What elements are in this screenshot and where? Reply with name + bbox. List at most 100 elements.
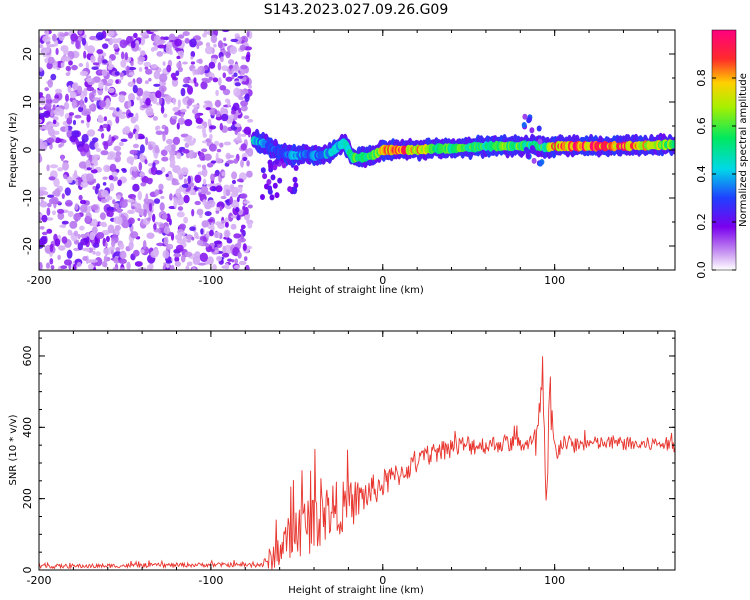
noise-speckle bbox=[112, 176, 119, 182]
noise-speckle bbox=[231, 171, 238, 180]
noise-speckle bbox=[137, 190, 142, 201]
noise-speckle bbox=[143, 91, 151, 96]
noise-speckle bbox=[215, 89, 219, 97]
noise-speckle bbox=[222, 245, 226, 254]
noise-speckle bbox=[221, 171, 226, 177]
noise-speckle bbox=[139, 153, 145, 162]
snr-x-axis-label: Height of straight line (km) bbox=[288, 585, 424, 596]
noise-speckle bbox=[99, 222, 103, 226]
noise-speckle bbox=[215, 157, 223, 164]
noise-speckle bbox=[171, 78, 179, 87]
noise-speckle bbox=[111, 240, 116, 248]
noise-speckle bbox=[96, 49, 104, 55]
noise-speckle bbox=[236, 178, 244, 183]
noise-speckle bbox=[122, 111, 126, 115]
noise-speckle bbox=[201, 148, 208, 153]
noise-speckle bbox=[184, 37, 190, 44]
noise-speckle bbox=[76, 262, 82, 267]
noise-speckle bbox=[145, 68, 153, 75]
noise-speckle bbox=[58, 245, 66, 251]
signal-tail bbox=[268, 163, 274, 170]
noise-speckle bbox=[154, 144, 159, 154]
noise-speckle bbox=[186, 105, 190, 109]
noise-speckle bbox=[219, 142, 224, 148]
signal-tail bbox=[531, 147, 537, 154]
noise-speckle bbox=[60, 154, 64, 162]
noise-speckle bbox=[102, 176, 108, 180]
noise-speckle bbox=[235, 206, 240, 213]
noise-speckle bbox=[64, 31, 69, 37]
noise-speckle bbox=[205, 46, 214, 55]
noise-speckle bbox=[196, 125, 204, 129]
signal-tail bbox=[260, 167, 266, 174]
noise-speckle bbox=[210, 173, 215, 182]
noise-speckle bbox=[81, 133, 89, 143]
noise-speckle bbox=[230, 215, 238, 219]
noise-speckle bbox=[130, 40, 136, 49]
noise-speckle bbox=[123, 199, 128, 203]
noise-speckle bbox=[221, 65, 229, 71]
noise-speckle bbox=[84, 96, 88, 103]
noise-speckle bbox=[129, 72, 135, 76]
noise-speckle bbox=[169, 193, 173, 201]
noise-speckle bbox=[162, 213, 168, 220]
noise-speckle bbox=[189, 226, 196, 231]
noise-speckle bbox=[220, 195, 227, 200]
noise-speckle bbox=[240, 89, 249, 95]
noise-speckle bbox=[219, 122, 223, 131]
noise-speckle bbox=[45, 93, 51, 101]
noise-speckle bbox=[39, 44, 44, 49]
signal-tail bbox=[521, 122, 527, 128]
noise-speckle bbox=[194, 231, 199, 239]
noise-speckle bbox=[224, 221, 229, 228]
signal-tail bbox=[281, 162, 287, 169]
noise-speckle bbox=[122, 168, 127, 173]
noise-speckle bbox=[192, 267, 196, 270]
noise-speckle bbox=[69, 91, 77, 99]
noise-speckle bbox=[164, 95, 172, 102]
noise-speckle bbox=[113, 202, 120, 209]
noise-speckle bbox=[198, 188, 202, 193]
noise-speckle bbox=[216, 148, 222, 153]
noise-speckle bbox=[75, 40, 80, 49]
x-tick-label: 100 bbox=[544, 274, 565, 287]
noise-speckle bbox=[46, 228, 53, 234]
noise-speckle bbox=[234, 123, 242, 128]
noise-speckle bbox=[157, 39, 166, 44]
noise-speckle bbox=[80, 238, 89, 246]
noise-speckle bbox=[107, 78, 114, 84]
noise-speckle bbox=[232, 102, 240, 111]
noise-speckle bbox=[233, 265, 241, 269]
noise-speckle bbox=[71, 83, 77, 90]
noise-speckle bbox=[107, 87, 115, 94]
colorbar-tick-label: 0.6 bbox=[695, 117, 708, 135]
noise-speckle bbox=[173, 253, 182, 258]
noise-speckle bbox=[204, 64, 209, 71]
noise-speckle bbox=[241, 80, 250, 85]
noise-speckle bbox=[243, 200, 251, 205]
noise-speckle bbox=[170, 264, 175, 270]
noise-speckle bbox=[159, 73, 168, 83]
signal-tail bbox=[531, 157, 537, 164]
noise-speckle bbox=[78, 63, 84, 67]
noise-speckle bbox=[238, 260, 247, 266]
signal-tail bbox=[537, 160, 543, 167]
noise-speckle bbox=[82, 143, 90, 153]
noise-speckle bbox=[39, 112, 48, 118]
y-tick-label: 0 bbox=[21, 147, 34, 154]
noise-speckle bbox=[182, 61, 188, 65]
noise-speckle bbox=[86, 86, 95, 92]
signal-tail bbox=[267, 185, 273, 192]
noise-speckle bbox=[137, 218, 141, 221]
spectrogram-x-axis-label: Height of straight line (km) bbox=[288, 285, 424, 296]
noise-speckle bbox=[191, 191, 197, 196]
noise-speckle bbox=[73, 230, 79, 237]
noise-speckle bbox=[80, 233, 88, 239]
noise-speckle bbox=[136, 87, 144, 97]
noise-speckle bbox=[79, 199, 87, 205]
noise-speckle bbox=[57, 167, 64, 172]
noise-speckle bbox=[116, 207, 122, 214]
noise-speckle bbox=[229, 196, 234, 205]
noise-speckle bbox=[39, 107, 44, 111]
noise-speckle bbox=[233, 233, 242, 239]
